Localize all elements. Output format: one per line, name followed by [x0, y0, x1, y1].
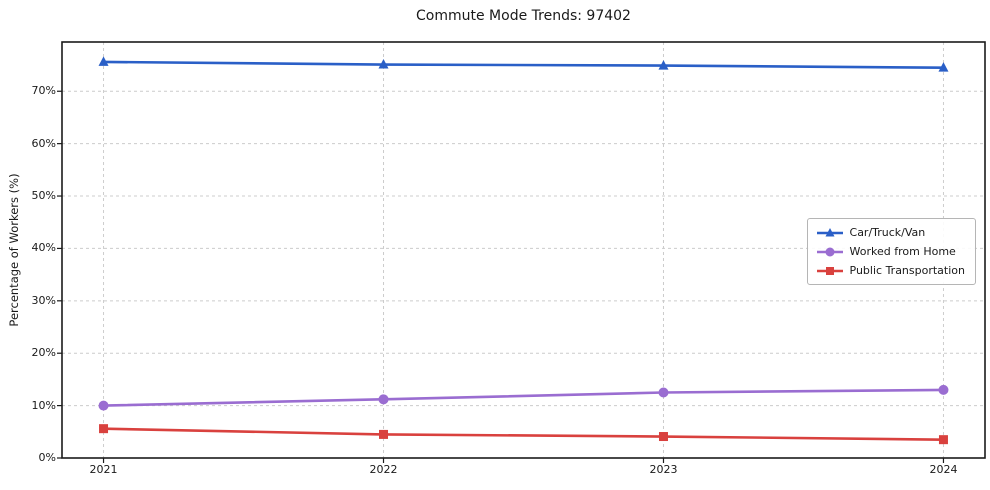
y-tick-label: 40% [31, 241, 56, 255]
legend-label: Car/Truck/Van [849, 226, 926, 239]
legend-item-worked-from-home: Worked from Home [816, 245, 965, 258]
y-tick-label: 30% [31, 293, 56, 307]
y-tick-label: 60% [31, 136, 56, 150]
y-tick-label: 70% [31, 84, 56, 98]
y-tick-label: 50% [31, 189, 56, 203]
y-tick-label: 0% [38, 451, 56, 464]
x-tick-label: 2023 [649, 463, 678, 476]
legend-label: Worked from Home [849, 245, 956, 258]
legend-item-car-truck-van: Car/Truck/Van [816, 226, 965, 239]
legend-line-triangle-icon [816, 227, 843, 236]
legend: Car/Truck/Van Worked from Home Public Tr… [806, 218, 976, 285]
x-tick-label: 2021 [89, 463, 118, 476]
y-tick-label: 10% [31, 398, 56, 412]
y-tick-label: 20% [31, 346, 56, 360]
x-tick-label: 2024 [929, 463, 958, 476]
chart-title: Commute Mode Trends: 97402 [416, 8, 631, 24]
legend-line-circle-icon [816, 247, 843, 256]
x-tick-label: 2022 [369, 463, 398, 476]
legend-label: Public Transportation [849, 264, 965, 277]
legend-item-public-transportation: Public Transportation [816, 264, 965, 277]
legend-line-square-icon [816, 266, 843, 275]
